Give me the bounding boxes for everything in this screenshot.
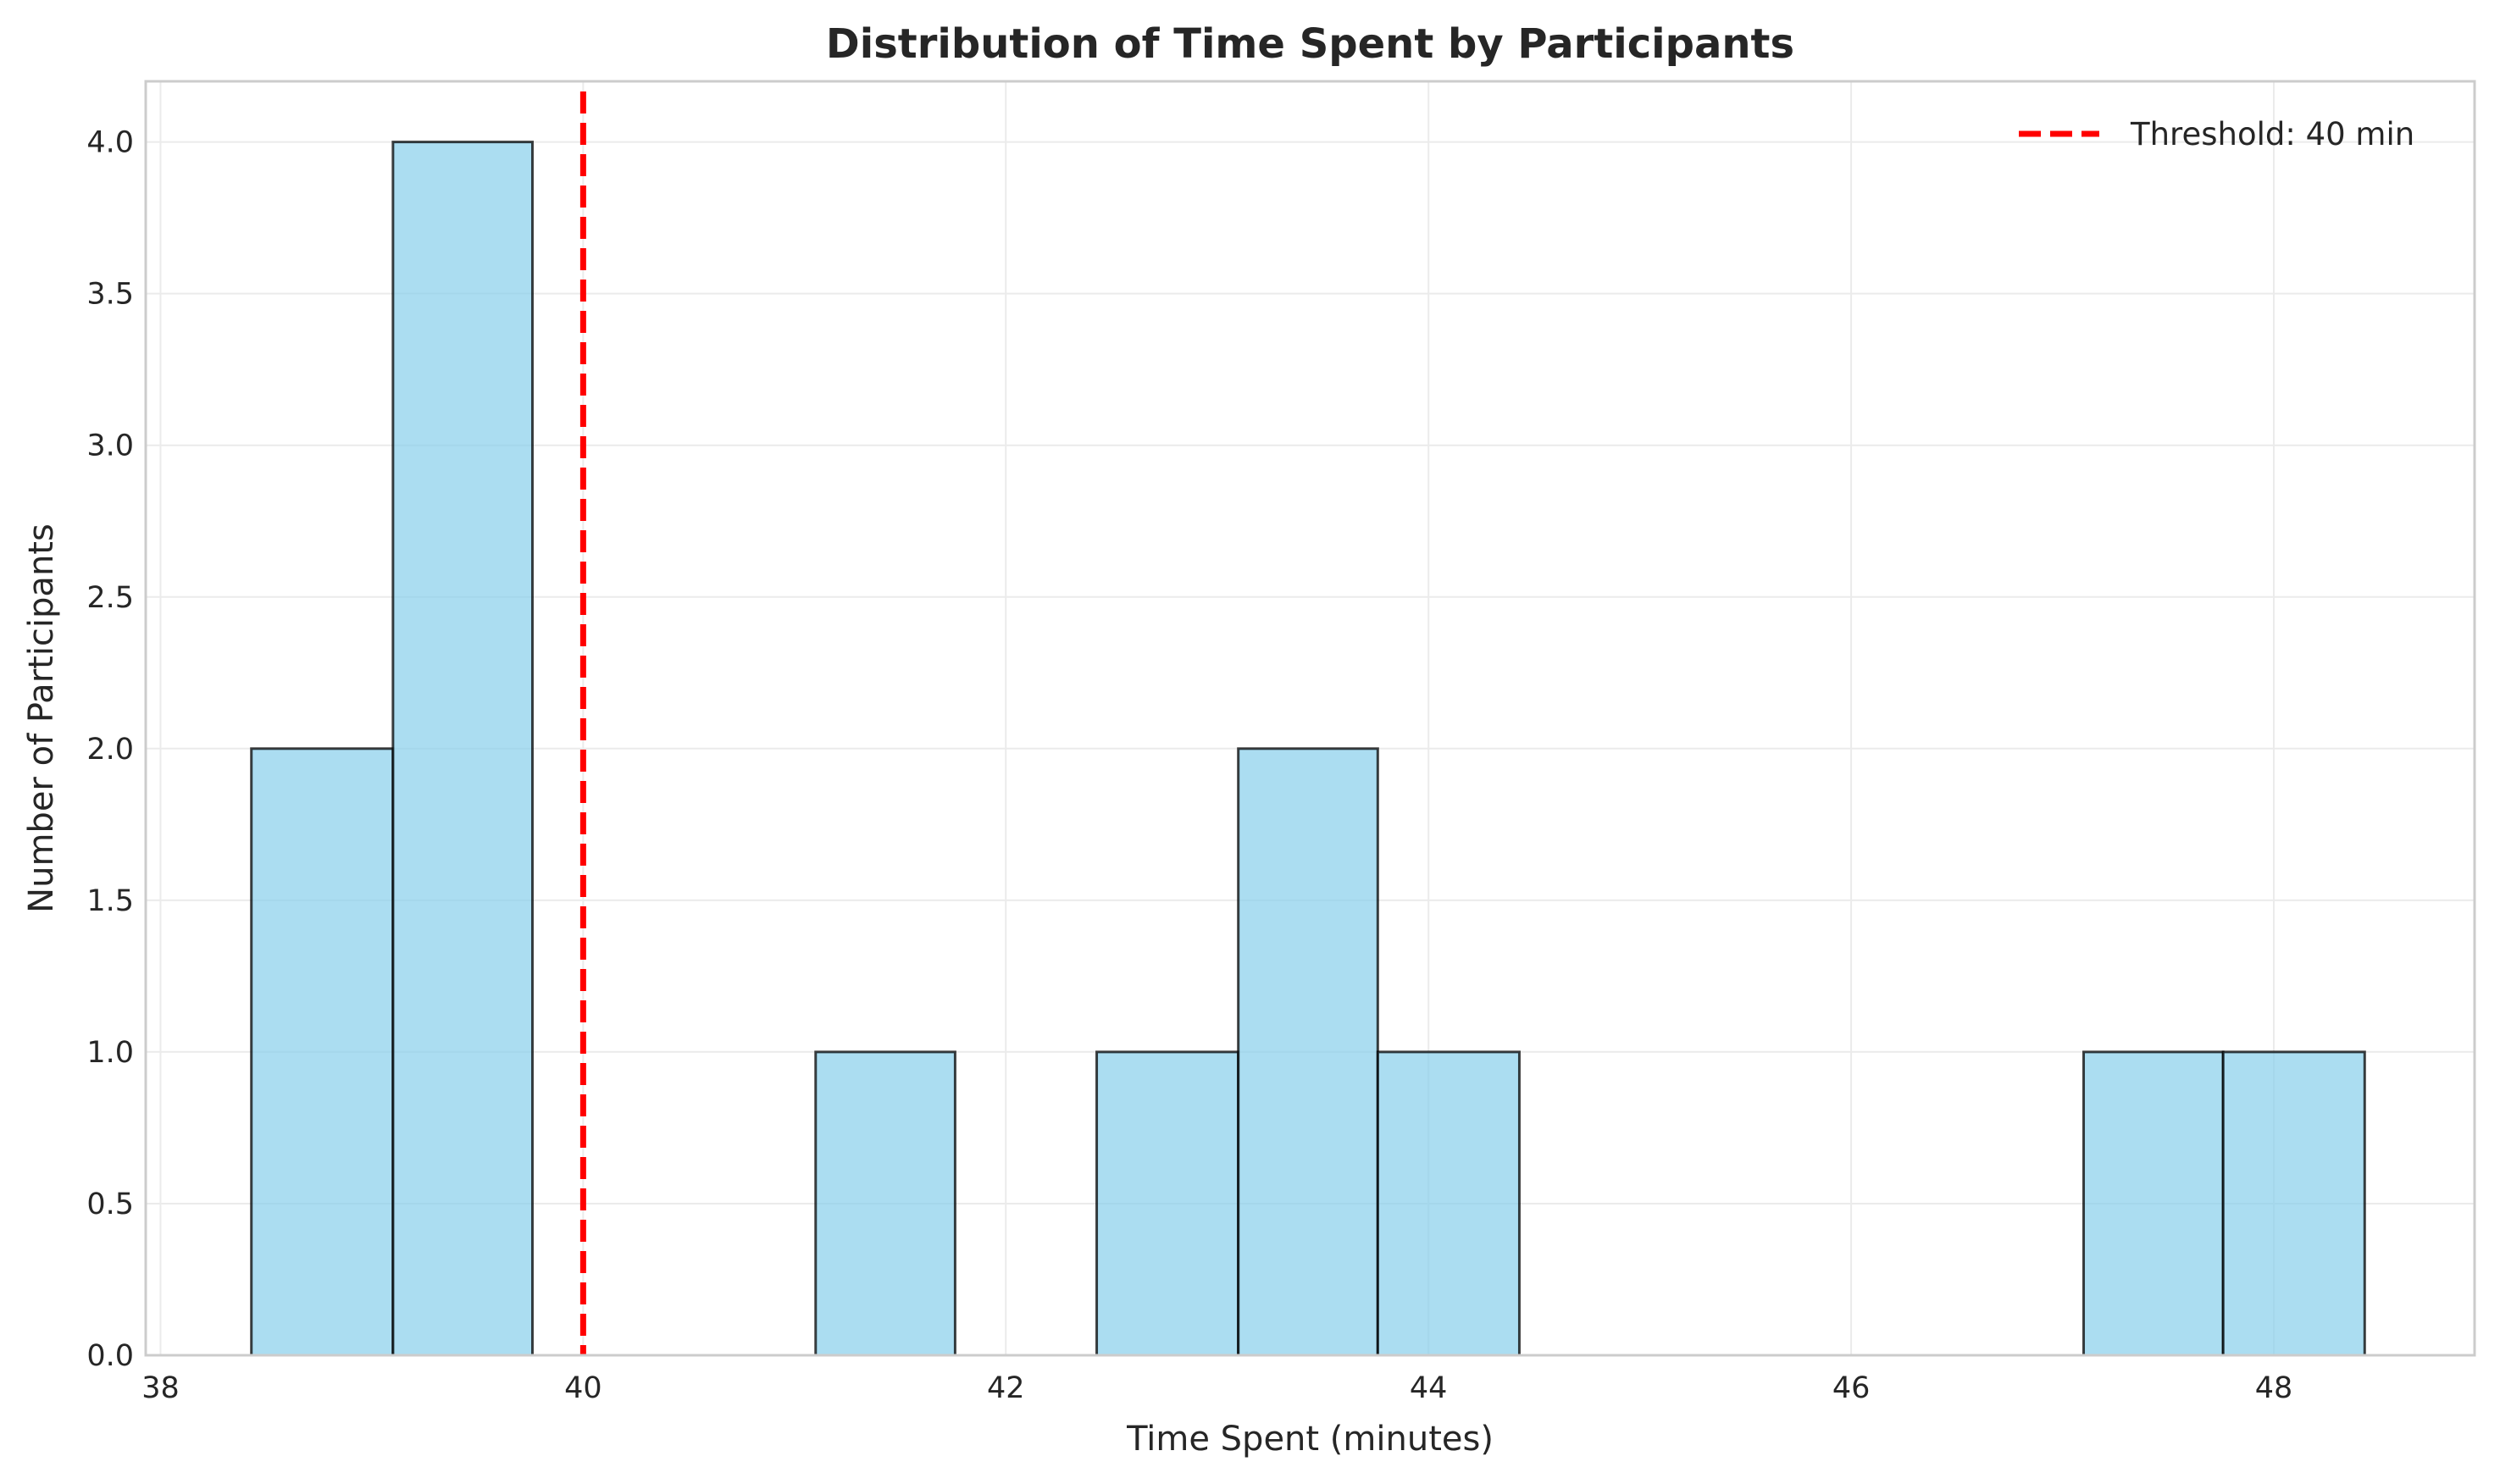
- x-axis-ticks: 38 40 42 44 46 48: [141, 1371, 2292, 1405]
- histogram-bar-6: [1095, 1050, 1240, 1357]
- y-axis-label: Number of Participants: [22, 523, 61, 913]
- y-tick-label: 3.5: [86, 278, 134, 312]
- x-tick-label: 48: [2255, 1371, 2293, 1405]
- histogram-bar-1: [391, 141, 535, 1357]
- histogram-bar-8: [1376, 1050, 1521, 1357]
- histogram-bar-0: [250, 747, 395, 1357]
- histogram-bar-14: [2221, 1050, 2366, 1357]
- grid-lines: [146, 81, 2475, 1356]
- chart-title: Distribution of Time Spent by Participan…: [826, 20, 1794, 68]
- y-tick-label: 4.0: [86, 126, 134, 160]
- y-tick-label: 0.5: [86, 1188, 134, 1221]
- y-axis-ticks: 0.0 0.5 1.0 1.5 2.0 2.5 3.0 3.5 4.0: [86, 126, 134, 1373]
- x-tick-label: 42: [987, 1371, 1025, 1405]
- x-tick-label: 46: [1832, 1371, 1871, 1405]
- y-tick-label: 2.5: [86, 581, 134, 615]
- histogram-bar-13: [2082, 1050, 2225, 1357]
- x-tick-label: 40: [564, 1371, 602, 1405]
- x-tick-label: 38: [141, 1371, 180, 1405]
- plot-frame: [144, 80, 2476, 1357]
- y-tick-label: 1.0: [86, 1036, 134, 1070]
- y-tick-label: 1.5: [86, 884, 134, 918]
- x-axis-label: Time Spent (minutes): [1126, 1420, 1494, 1459]
- legend: Threshold: 40 min: [2019, 116, 2414, 152]
- legend-label-threshold: Threshold: 40 min: [2130, 116, 2414, 152]
- y-tick-label: 0.0: [86, 1339, 134, 1373]
- y-tick-label: 2.0: [86, 733, 134, 767]
- x-tick-label: 44: [1410, 1371, 1448, 1405]
- histogram-bar-7: [1237, 747, 1379, 1357]
- histogram-bars: [250, 141, 2366, 1357]
- histogram-bar-4: [814, 1050, 956, 1357]
- y-tick-label: 3.0: [86, 429, 134, 463]
